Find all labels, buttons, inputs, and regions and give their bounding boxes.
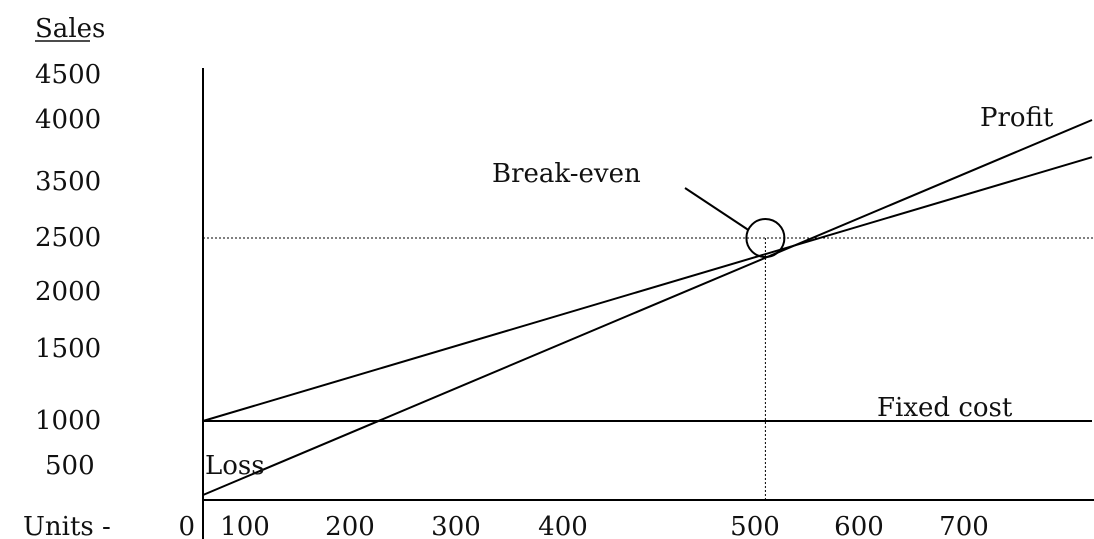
- x-tick-600: 600: [834, 512, 884, 539]
- break-even-guides: [203, 237, 1094, 500]
- annotations: Profit Fixed cost Loss: [205, 103, 1054, 481]
- x-tick-0: 0: [178, 512, 195, 539]
- y-tick-1500: 1500: [35, 334, 101, 364]
- x-tick-100: 100: [220, 512, 270, 539]
- annotation-profit: Profit: [980, 103, 1054, 133]
- x-axis-title: Units -: [23, 512, 111, 539]
- y-tick-3500: 3500: [35, 167, 101, 197]
- y-tick-2000: 2000: [35, 277, 101, 307]
- x-tick-700: 700: [939, 512, 989, 539]
- y-tick-2500: 2500: [35, 223, 101, 253]
- annotation-loss: Loss: [205, 451, 265, 481]
- x-tick-400: 400: [538, 512, 588, 539]
- series-line-1: [202, 156, 1093, 422]
- annotation-fixed-cost: Fixed cost: [877, 393, 1013, 423]
- break-even-marker: Break-even: [492, 159, 786, 258]
- y-tick-4000: 4000: [35, 105, 101, 135]
- series-lines: [202, 119, 1093, 496]
- y-tick-500: 500: [45, 451, 95, 481]
- x-tick-labels: 0 100 200 300 400 500 600 700: [178, 512, 988, 539]
- y-tick-labels: 4500 4000 3500 2500 2000 1500 1000 500: [35, 60, 101, 481]
- x-tick-500: 500: [730, 512, 780, 539]
- y-tick-4500: 4500: [35, 60, 101, 90]
- y-axis-title: Sales: [35, 14, 105, 44]
- x-tick-200: 200: [325, 512, 375, 539]
- x-tick-300: 300: [431, 512, 481, 539]
- y-tick-1000: 1000: [35, 406, 101, 436]
- break-even-circle: [745, 218, 786, 258]
- series-line-2: [202, 119, 1093, 496]
- break-even-label: Break-even: [492, 159, 641, 189]
- break-even-pointer: [684, 187, 749, 231]
